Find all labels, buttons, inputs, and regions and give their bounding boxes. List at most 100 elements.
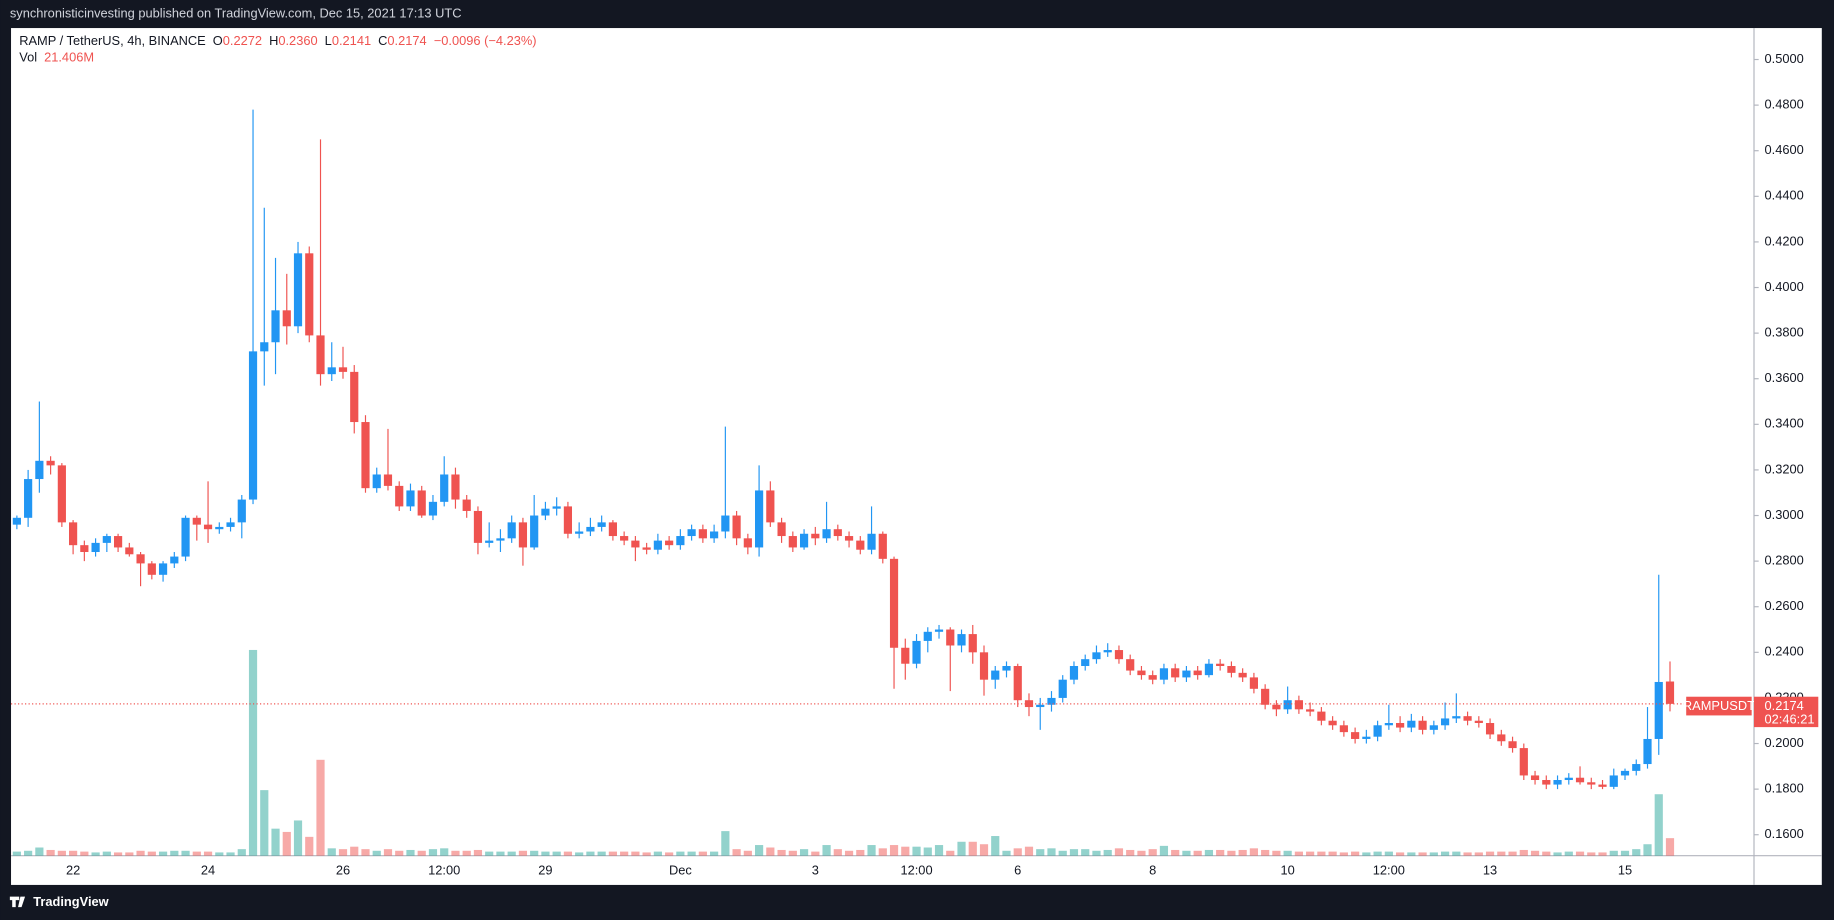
- candle-body: [57, 465, 66, 523]
- brand-logo: [9, 896, 26, 908]
- volume-bar: [1542, 851, 1551, 856]
- volume-bar: [1114, 848, 1124, 856]
- legend-value: 0.2360: [278, 33, 317, 48]
- volume-bar: [991, 836, 1000, 856]
- volume-bar: [316, 759, 325, 856]
- volume-bar: [1497, 851, 1506, 856]
- volume-bar: [417, 850, 426, 856]
- volume-bar: [1216, 849, 1225, 856]
- candle-body: [1452, 716, 1461, 719]
- candle-body: [777, 522, 786, 537]
- volume-bar: [1362, 852, 1371, 856]
- volume-bar: [608, 851, 617, 856]
- volume-bar: [597, 851, 606, 856]
- candle-body: [1261, 688, 1270, 705]
- candle-body: [1620, 770, 1630, 776]
- volume-bar: [462, 850, 471, 856]
- volume-bar: [395, 850, 404, 856]
- x-tick-label: Dec: [669, 862, 692, 877]
- volume-bar: [732, 849, 741, 856]
- y-tick-label: 0.3800: [1765, 325, 1804, 340]
- candle-body: [113, 536, 123, 548]
- candle-body: [1328, 720, 1337, 726]
- volume-bar: [1519, 849, 1528, 856]
- candle-body: [766, 490, 775, 523]
- candle-body: [575, 531, 584, 534]
- x-tick-label: 13: [1483, 862, 1497, 877]
- volume-bar: [1339, 852, 1348, 856]
- volume-bar: [102, 851, 111, 856]
- candle-body: [80, 545, 89, 553]
- candle-body: [1643, 738, 1652, 765]
- candle-body: [620, 536, 629, 541]
- candle-body: [844, 536, 854, 541]
- volume-bar: [485, 851, 494, 856]
- volume-bar: [237, 849, 246, 856]
- candle-body: [1429, 725, 1438, 730]
- candle-body: [608, 522, 617, 537]
- candle-body: [125, 547, 134, 555]
- volume-bar: [620, 851, 629, 856]
- candle-body: [1632, 764, 1641, 771]
- volume-bar: [1171, 849, 1180, 856]
- y-tick-label: 0.2400: [1765, 644, 1804, 659]
- candle-body: [136, 554, 145, 564]
- volume-bar: [1058, 850, 1067, 856]
- volume-bar: [80, 851, 89, 856]
- volume-bar: [1036, 849, 1045, 856]
- volume-bar: [305, 836, 314, 856]
- x-tick-label: 12:00: [1373, 862, 1405, 877]
- candle-body: [1564, 777, 1573, 781]
- volume-bar: [271, 828, 280, 856]
- volume-bar: [1002, 850, 1011, 856]
- y-tick-label: 0.3000: [1765, 507, 1804, 522]
- candle-body: [912, 640, 921, 664]
- candle-body: [518, 522, 528, 548]
- volume-bar: [1294, 851, 1303, 856]
- volume-bar: [1317, 851, 1326, 856]
- volume-bar: [406, 849, 415, 856]
- x-tick-label: 8: [1149, 862, 1156, 877]
- volume-bar: [203, 851, 213, 856]
- candle-body: [12, 517, 21, 525]
- candle-body: [158, 563, 168, 575]
- candle-body: [372, 474, 381, 489]
- candle-body: [743, 538, 752, 548]
- y-tick-label: 0.3200: [1765, 461, 1804, 476]
- candle-body: [1542, 780, 1551, 785]
- countdown: 02:46:21: [1765, 711, 1815, 726]
- legend-value: 0.2272: [223, 33, 262, 48]
- candle-body: [293, 253, 303, 327]
- candle-body: [552, 506, 561, 509]
- publisher: synchronisticinvesting published on Trad…: [10, 5, 462, 20]
- candle-body: [687, 529, 696, 537]
- candle-body: [35, 460, 44, 480]
- volume-bar: [1249, 848, 1258, 856]
- candle-body: [1553, 780, 1562, 785]
- volume-bar: [24, 850, 33, 856]
- candle-body: [979, 652, 989, 680]
- candle-body: [1508, 741, 1517, 749]
- volume-bar: [867, 845, 876, 856]
- volume-bar: [979, 844, 989, 856]
- price-labels: RAMPUSDT 0.2174 02:46:21: [1683, 696, 1819, 728]
- candle-body: [901, 647, 910, 664]
- volume-bar: [1485, 851, 1495, 856]
- candle-body: [1440, 718, 1450, 726]
- volume-bar: [530, 850, 539, 856]
- candle-body: [1092, 652, 1101, 660]
- volume-bar: [653, 851, 662, 856]
- volume-bar: [12, 851, 21, 856]
- volume-bar: [1238, 849, 1247, 856]
- candle-body: [1485, 723, 1495, 735]
- volume-legend: Vol 21.406M: [19, 50, 94, 65]
- candle-body: [822, 529, 831, 539]
- volume-bar: [777, 849, 786, 856]
- volume-bar: [923, 847, 932, 856]
- candle-body: [1654, 681, 1663, 739]
- legend-label: H: [269, 33, 278, 48]
- candle-body: [451, 474, 460, 500]
- candle-body: [383, 474, 393, 486]
- volume-bar: [586, 851, 595, 856]
- y-tick-label: 0.2800: [1765, 553, 1804, 568]
